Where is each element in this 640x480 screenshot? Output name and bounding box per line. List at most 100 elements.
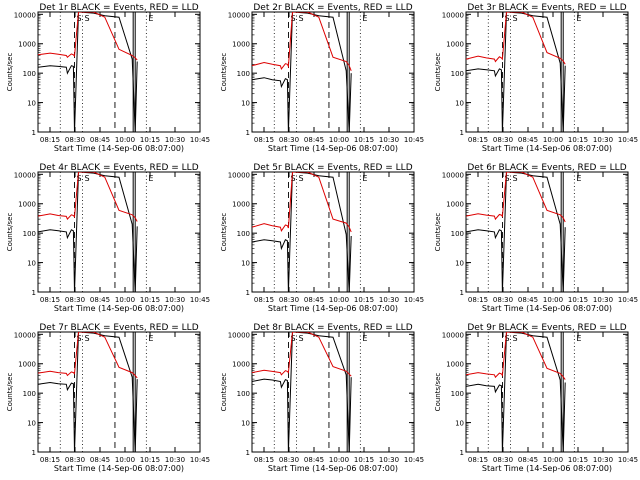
x-tick-label: 08:15 xyxy=(468,456,488,464)
marker-label: S xyxy=(299,334,304,343)
y-tick-label: 10000 xyxy=(14,171,36,179)
y-tick-label: 100 xyxy=(451,390,464,398)
marker-label: E xyxy=(362,174,367,183)
plot-frame xyxy=(465,331,629,453)
y-tick-label: 100 xyxy=(23,70,36,78)
plot-frame xyxy=(251,11,415,133)
x-axis-label: Start Time (14-Sep-06 08:07:00) xyxy=(482,304,612,313)
events-series-line xyxy=(466,12,566,132)
x-axis-label: Start Time (14-Sep-06 08:07:00) xyxy=(268,144,398,153)
y-tick-label: 1000 xyxy=(446,41,464,49)
lld-series-line xyxy=(38,172,138,222)
events-series-line xyxy=(38,172,138,292)
y-tick-label: 1000 xyxy=(446,361,464,369)
x-tick-label: 10:00 xyxy=(543,456,563,464)
y-tick-label: 1 xyxy=(460,129,464,137)
y-tick-label: 10 xyxy=(241,260,250,268)
x-axis-label: Start Time (14-Sep-06 08:07:00) xyxy=(268,464,398,473)
series-group xyxy=(38,332,138,452)
lld-series-line xyxy=(38,332,138,379)
marker-label: S xyxy=(85,174,90,183)
y-tick-label: 1000 xyxy=(18,41,36,49)
y-tick-label: 10 xyxy=(27,260,36,268)
panel-6: Det 6r BLACK = Events, RED = LLD 1 10 100 10… xyxy=(434,163,638,313)
marker-label: E xyxy=(576,174,581,183)
y-tick-label: 100 xyxy=(451,70,464,78)
x-tick-label: 10:00 xyxy=(115,456,135,464)
x-axis-label: Start Time (14-Sep-06 08:07:00) xyxy=(482,144,612,153)
y-tick-label: 10000 xyxy=(228,171,250,179)
y-tick-label: 10000 xyxy=(228,331,250,339)
x-tick-label: 08:45 xyxy=(90,456,110,464)
plot-frame xyxy=(251,171,415,293)
lld-series-line xyxy=(38,12,138,61)
y-tick-label: 10 xyxy=(27,420,36,428)
x-tick-label: 10:30 xyxy=(379,136,399,144)
marker-label: S xyxy=(290,14,295,23)
x-axis-label: Start Time (14-Sep-06 08:07:00) xyxy=(268,304,398,313)
y-axis-label: Counts/sec xyxy=(6,213,14,252)
x-axis-label: Start Time (14-Sep-06 08:07:00) xyxy=(54,464,184,473)
y-tick-label: 100 xyxy=(23,230,36,238)
y-tick-label: 1000 xyxy=(232,361,250,369)
x-tick-label: 10:00 xyxy=(115,136,135,144)
marker-label: E xyxy=(576,14,581,23)
x-tick-label: 08:15 xyxy=(254,456,274,464)
panel-7: Det 7r BLACK = Events, RED = LLD 1 10 100 10… xyxy=(6,323,210,473)
series-group xyxy=(466,172,566,292)
y-axis-label: Counts/sec xyxy=(434,213,442,252)
x-tick-label: 10:00 xyxy=(115,296,135,304)
x-tick-label: 08:15 xyxy=(40,456,60,464)
y-tick-label: 1000 xyxy=(18,361,36,369)
series-group xyxy=(252,332,352,452)
y-tick-label: 1 xyxy=(246,129,250,137)
y-tick-label: 10000 xyxy=(442,171,464,179)
marker-label: S xyxy=(85,334,90,343)
x-tick-label: 10:15 xyxy=(354,456,374,464)
marker-label: S xyxy=(513,334,518,343)
marker-label: E xyxy=(576,334,581,343)
panel-9: Det 9r BLACK = Events, RED = LLD 1 10 100 10… xyxy=(434,323,638,473)
series-group xyxy=(466,12,566,132)
x-tick-label: 10:15 xyxy=(568,456,588,464)
x-tick-label: 10:45 xyxy=(190,136,210,144)
panel-title: Det 3r BLACK = Events, RED = LLD xyxy=(467,3,626,13)
panel-2: Det 2r BLACK = Events, RED = LLD 1 10 100 10… xyxy=(220,3,424,153)
x-tick-label: 10:00 xyxy=(329,456,349,464)
x-tick-label: 08:45 xyxy=(518,296,538,304)
x-tick-label: 08:45 xyxy=(90,136,110,144)
x-tick-label: 10:30 xyxy=(165,136,185,144)
events-series-line xyxy=(38,12,138,132)
y-tick-label: 1 xyxy=(32,449,36,457)
x-tick-label: 10:45 xyxy=(404,456,424,464)
series-group xyxy=(38,172,138,292)
x-tick-label: 10:15 xyxy=(140,136,160,144)
x-tick-label: 10:30 xyxy=(379,296,399,304)
y-tick-label: 100 xyxy=(23,390,36,398)
panel-title: Det 9r BLACK = Events, RED = LLD xyxy=(467,323,626,333)
marker-label: S xyxy=(85,14,90,23)
y-tick-label: 1000 xyxy=(446,201,464,209)
marker-label: S xyxy=(290,334,295,343)
x-tick-label: 08:15 xyxy=(468,136,488,144)
marker-label: S xyxy=(76,14,81,23)
marker-label: S xyxy=(504,14,509,23)
x-axis-label: Start Time (14-Sep-06 08:07:00) xyxy=(54,144,184,153)
x-tick-label: 08:30 xyxy=(65,296,85,304)
panel-title: Det 7r BLACK = Events, RED = LLD xyxy=(39,323,198,333)
y-tick-label: 1000 xyxy=(18,201,36,209)
series-group xyxy=(252,12,352,132)
y-tick-label: 10 xyxy=(455,260,464,268)
events-series-line xyxy=(38,332,138,452)
marker-label: S xyxy=(504,174,509,183)
x-tick-label: 10:15 xyxy=(354,296,374,304)
x-tick-label: 08:30 xyxy=(493,456,513,464)
x-tick-label: 08:45 xyxy=(518,456,538,464)
x-tick-label: 08:15 xyxy=(254,136,274,144)
marker-label: E xyxy=(148,14,153,23)
y-tick-label: 10000 xyxy=(442,11,464,19)
panel-1: Det 1r BLACK = Events, RED = LLD 1 10 100 10… xyxy=(6,3,210,153)
x-tick-label: 08:30 xyxy=(279,136,299,144)
x-tick-label: 08:30 xyxy=(279,296,299,304)
